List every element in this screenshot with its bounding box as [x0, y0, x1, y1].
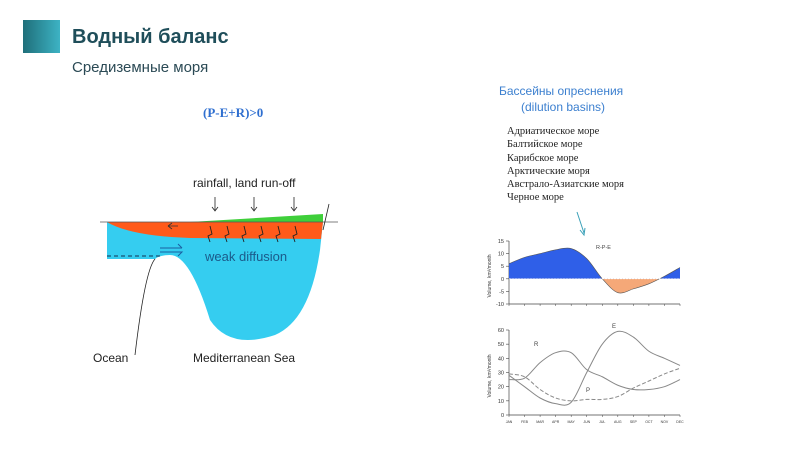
- x-tick-label: DEC: [676, 420, 684, 424]
- negative-area: [509, 278, 680, 294]
- series-label: R: [534, 342, 539, 348]
- inflow-arrow-icon: [160, 243, 184, 257]
- basin-item: Балтийское море: [507, 139, 583, 151]
- y-tick-label: 40: [498, 356, 504, 362]
- diffusion-arrows-icon: [207, 225, 298, 243]
- series-label: P: [586, 388, 590, 394]
- y-tick-label: 15: [498, 239, 504, 245]
- basin-item: Арктические моря: [507, 165, 590, 177]
- y-tick-label: 50: [498, 342, 504, 348]
- x-tick-label: MAY: [568, 420, 576, 424]
- rainfall-label: rainfall, land run-off: [193, 176, 296, 190]
- x-tick-label: JUL: [599, 420, 605, 424]
- x-tick-label: JAN: [506, 420, 513, 424]
- sea-label: Mediterranean Sea: [193, 351, 295, 365]
- series-E-line: [508, 330, 681, 406]
- x-tick-label: AUG: [614, 420, 622, 424]
- basin-item: Адриатическое море: [507, 126, 600, 137]
- weak-diffusion-label: weak diffusion: [204, 249, 287, 264]
- mediterranean-diagram: rainfall, land run-off weak diffusion Oc…: [93, 176, 338, 365]
- x-tick-label: APR: [552, 420, 560, 424]
- y-tick-label: -5: [499, 289, 504, 295]
- logo-square: [23, 20, 60, 53]
- basin-item: Австрало-Азиатские моря: [507, 179, 624, 191]
- series-P-line: [508, 367, 681, 402]
- series-R-line: [508, 350, 681, 391]
- y-tick-label: 5: [501, 264, 504, 270]
- chart-title: R-P-E: [596, 245, 611, 251]
- x-tick-label: OCT: [645, 420, 653, 424]
- basins-subtitle: (dilution basins): [521, 100, 606, 114]
- x-tick-label: FEB: [521, 420, 528, 424]
- y-axis-label: Volume, km³/month: [487, 354, 493, 397]
- balance-formula: (P-E+R)>0: [203, 105, 264, 120]
- rpe-line: [508, 247, 681, 294]
- basin-item: Карибское море: [507, 152, 579, 164]
- y-tick-label: 20: [498, 385, 504, 391]
- x-tick-label: SEP: [630, 420, 638, 424]
- y-tick-label: 30: [498, 371, 504, 377]
- outflow-arrow-icon: [167, 222, 178, 230]
- y-tick-label: 0: [501, 277, 504, 283]
- surface-layer: [107, 222, 323, 239]
- runoff-layer: [190, 214, 323, 222]
- y-axis-label: Volume, km³/month: [487, 254, 493, 297]
- rainfall-arrows-icon: [211, 197, 298, 212]
- basins-title: Бассейны опреснения: [499, 84, 624, 98]
- basin-item: Черное море: [507, 192, 564, 204]
- y-tick-label: 60: [498, 328, 504, 334]
- series-label: E: [612, 324, 616, 330]
- y-tick-label: 10: [498, 252, 504, 258]
- positive-area: [509, 248, 680, 279]
- y-tick-label: -10: [496, 302, 504, 308]
- x-tick-label: NOV: [661, 420, 669, 424]
- x-tick-label: MAR: [536, 420, 544, 424]
- x-tick-label: JUN: [583, 420, 590, 424]
- y-tick-label: 10: [498, 399, 504, 405]
- y-tick-label: 0: [501, 413, 504, 419]
- page-title: Водный баланс: [72, 26, 229, 48]
- basins-list: Адриатическое море Балтийское море Кариб…: [507, 125, 624, 205]
- ocean-label: Ocean: [93, 351, 128, 365]
- page-subtitle: Средиземные моря: [72, 59, 209, 76]
